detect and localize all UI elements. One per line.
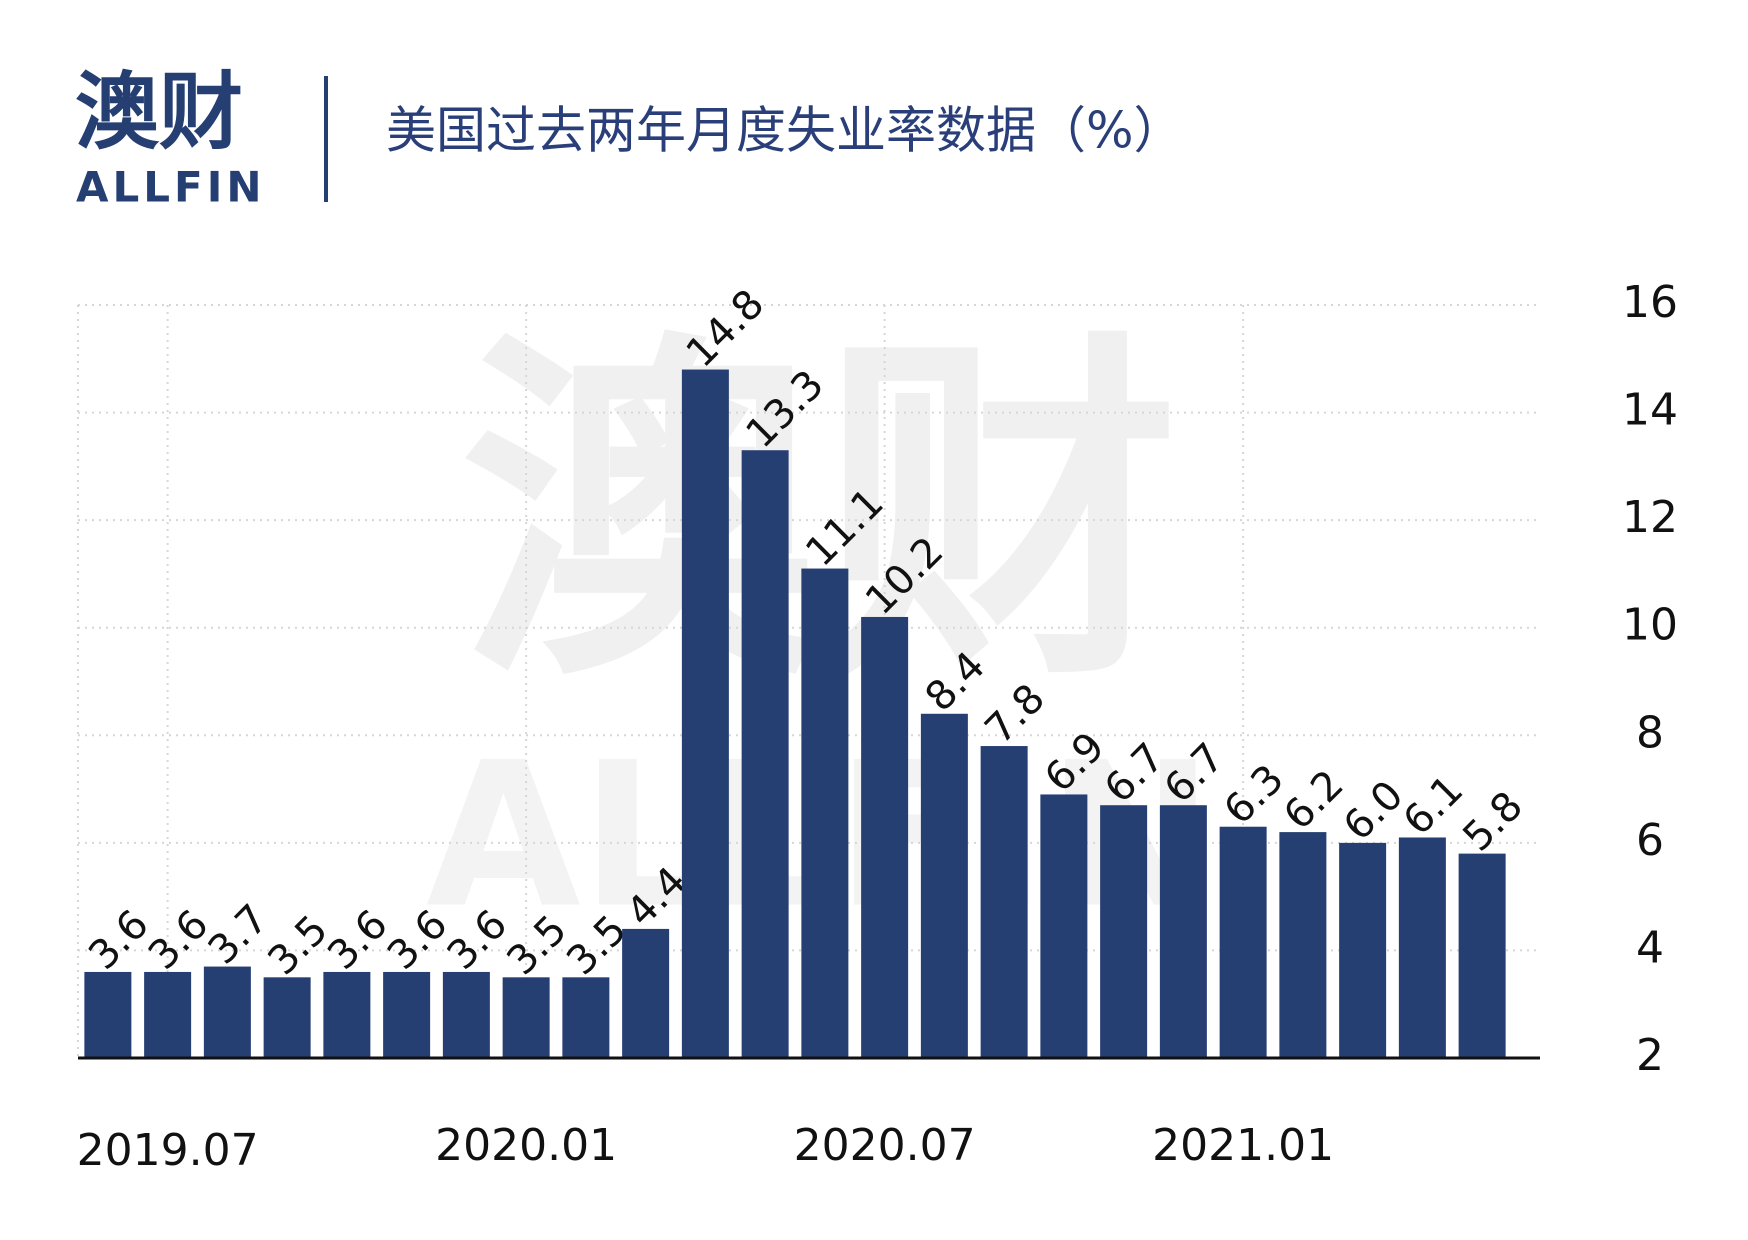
bar	[263, 977, 311, 1058]
y-tick-label: 14	[1622, 385, 1678, 436]
y-tick-label: 12	[1622, 492, 1678, 543]
bar	[980, 746, 1028, 1058]
bar	[1279, 832, 1327, 1058]
bar	[861, 616, 909, 1058]
x-tick-label: 2020.07	[794, 1120, 976, 1171]
y-tick-label: 2	[1636, 1030, 1664, 1081]
bar	[144, 971, 192, 1058]
bar	[1398, 837, 1446, 1058]
bar	[801, 568, 849, 1058]
bar	[1040, 794, 1088, 1058]
bar	[383, 971, 431, 1058]
logo-latin: ALLFIN	[76, 163, 266, 212]
y-tick-label: 6	[1636, 815, 1664, 866]
bar	[562, 977, 610, 1058]
bar	[84, 971, 132, 1058]
x-tick-label: 2020.01	[435, 1120, 617, 1171]
y-tick-label: 16	[1622, 277, 1678, 328]
bar	[323, 971, 371, 1058]
y-tick-label: 10	[1622, 600, 1678, 651]
data-label: 3.7	[200, 896, 278, 974]
bar	[1219, 826, 1267, 1058]
logo-name: 澳财	[75, 63, 243, 161]
x-tick-label: 2021.01	[1152, 1120, 1334, 1171]
bar	[1339, 842, 1387, 1058]
bar	[920, 713, 968, 1058]
bar	[1100, 805, 1148, 1058]
bar	[203, 966, 251, 1058]
bar	[622, 928, 670, 1058]
bar	[1159, 805, 1207, 1058]
x-tick-label: 2019.07	[77, 1125, 259, 1176]
data-label: 6.2	[1275, 761, 1353, 839]
y-tick-label: 4	[1636, 922, 1664, 973]
bar	[442, 971, 490, 1058]
chart-title: 美国过去两年月度失业率数据（%）	[386, 102, 1184, 160]
bar	[1458, 853, 1506, 1058]
y-tick-label: 8	[1636, 707, 1664, 758]
bar	[681, 369, 729, 1058]
bar	[741, 450, 789, 1058]
bar	[502, 977, 550, 1058]
